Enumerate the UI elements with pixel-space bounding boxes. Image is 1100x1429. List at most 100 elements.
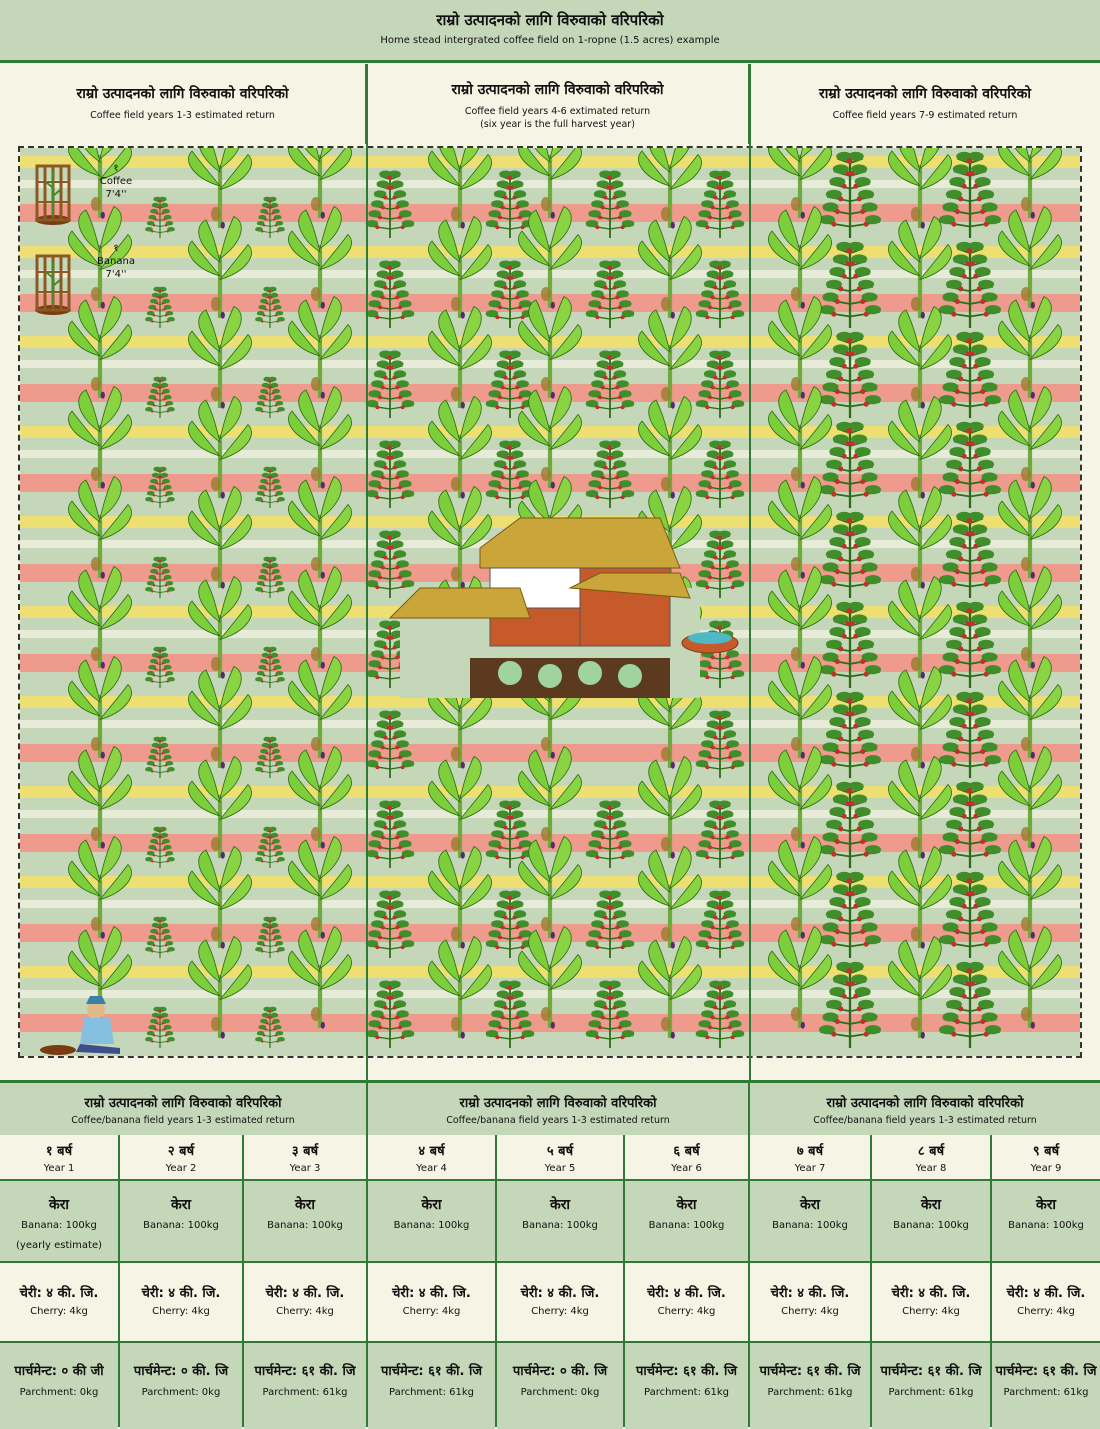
banana-plant xyxy=(998,205,1062,309)
coffee-bush xyxy=(255,736,285,778)
banana-plant xyxy=(428,395,492,499)
coffee-bush xyxy=(585,260,635,328)
parchment-yield-cell: पार्चमेन्ट: ६१ की. जि Parchment: 61kg xyxy=(625,1343,748,1429)
banana-plant xyxy=(518,148,582,219)
banana-plant xyxy=(998,475,1062,579)
cherry-yield-cell: चेरी: ४ की. जि. Cherry: 4kg xyxy=(0,1263,118,1343)
section-header-years-1-3: राम्रो उत्पादनको लागि विरुवाको वरिपरिको … xyxy=(0,64,367,144)
returns-title: राम्रो उत्पादनको लागि विरुवाको वरिपरिको xyxy=(826,1096,1024,1111)
cherry-label-np: चेरी: ४ की. जि. xyxy=(265,1286,345,1301)
banana-yield-cell: केरा Banana: 100kg xyxy=(625,1181,748,1263)
year-label-en: Year 2 xyxy=(165,1163,197,1174)
coffee-bush xyxy=(695,980,745,1048)
year-label-np: ८ बर्ष xyxy=(917,1144,945,1159)
year-column: ९ बर्ष Year 9 केरा Banana: 100kg चेरी: ४ की.… xyxy=(992,1135,1100,1429)
legend-coffee-number: १ xyxy=(113,163,119,174)
banana-plant xyxy=(288,655,352,759)
year-column: ८ बर्ष Year 8 केरा Banana: 100kg चेरी: ४ की.… xyxy=(872,1135,992,1429)
banana-plant xyxy=(288,835,352,939)
banana-plant xyxy=(768,655,832,759)
banana-plant xyxy=(68,475,132,579)
banana-label-np: केरा xyxy=(170,1197,192,1213)
year-label-np: ३ बर्ष xyxy=(291,1144,319,1159)
banana-plant xyxy=(288,745,352,849)
section-subtitle: Coffee field years 1-3 estimated return xyxy=(90,110,275,121)
banana-yield: Banana: 100kg xyxy=(267,1220,343,1231)
coffee-bush xyxy=(938,691,1002,778)
returns-title: राम्रो उत्पादनको लागि विरुवाको वरिपरिको xyxy=(84,1096,282,1111)
parchment-yield: Parchment: 61kg xyxy=(1003,1387,1089,1398)
returns-table: राम्रो उत्पादनको लागि विरुवाको वरिपरिको … xyxy=(0,1080,1100,1429)
section-subtitle: Coffee field years 4-6 extimated return … xyxy=(464,106,651,130)
cherry-yield-cell: चेरी: ४ की. जि. Cherry: 4kg xyxy=(872,1263,990,1343)
legend-banana-spacing: 7'4'' xyxy=(105,269,127,280)
banana-yield-cell: केरा Banana: 100kg xyxy=(368,1181,495,1263)
banana-plant xyxy=(638,395,702,499)
coffee-bush xyxy=(818,601,882,688)
coffee-bush xyxy=(365,170,415,238)
banana-yield-cell: केरा Banana: 100kg xyxy=(872,1181,990,1263)
year-label-en: Year 3 xyxy=(289,1163,321,1174)
banana-plant xyxy=(638,148,702,229)
banana-plant xyxy=(518,835,582,939)
coffee-bush xyxy=(695,260,745,328)
parchment-label-np: पार्चमेन्ट: ६१ की. जि xyxy=(759,1364,861,1379)
cherry-label-np: चेरी: ४ की. जि. xyxy=(141,1286,221,1301)
year-header: ३ बर्ष Year 3 xyxy=(244,1135,366,1181)
banana-yield: Banana: 100kg xyxy=(393,1220,470,1231)
coffee-bush xyxy=(818,961,882,1048)
coffee-bush xyxy=(365,890,415,958)
banana-plant xyxy=(288,385,352,489)
banana-plant xyxy=(768,835,832,939)
coffee-bush xyxy=(938,601,1002,688)
banana-plant xyxy=(888,935,952,1039)
banana-tree-guard-icon xyxy=(35,254,71,315)
banana-label-np: केरा xyxy=(676,1197,697,1213)
banana-plant xyxy=(188,665,252,769)
year-header: ९ बर्ष Year 9 xyxy=(992,1135,1100,1181)
banana-plant xyxy=(68,148,132,219)
coffee-bush xyxy=(938,961,1002,1048)
cherry-yield-cell: चेरी: ४ की. जि. Cherry: 4kg xyxy=(625,1263,748,1343)
farmer-figure xyxy=(40,996,120,1055)
coffee-bush xyxy=(818,241,882,328)
page-header: राम्रो उत्पादनको लागि विरुवाको वरिपरिको … xyxy=(0,0,1100,63)
year-label-en: Year 5 xyxy=(544,1163,576,1174)
banana-plant xyxy=(998,385,1062,489)
cherry-label-np: चेरी: ४ की. जि. xyxy=(891,1286,971,1301)
coffee-bush xyxy=(818,691,882,778)
coffee-bush xyxy=(485,980,535,1048)
legend-coffee-label: १ Coffee 7'4'' xyxy=(86,162,146,201)
parchment-label-np: पार्चमेन्ट: ० की जी xyxy=(14,1364,104,1379)
banana-plant xyxy=(288,475,352,579)
returns-header-years-1-3: राम्रो उत्पादनको लागि विरुवाको वरिपरिको … xyxy=(0,1083,368,1135)
cherry-yield-cell: चेरी: ४ की. जि. Cherry: 4kg xyxy=(750,1263,870,1343)
banana-yield-cell: केरा Banana: 100kg xyxy=(992,1181,1100,1263)
banana-plant xyxy=(998,835,1062,939)
parchment-yield-cell: पार्चमेन्ट: ० की. जि Parchment: 0kg xyxy=(497,1343,623,1429)
year-label-np: १ बर्ष xyxy=(45,1144,73,1159)
cherry-yield: Cherry: 4kg xyxy=(531,1306,589,1317)
banana-yield: Banana: 100kg xyxy=(21,1220,97,1231)
parchment-label-np: पार्चमेन्ट: ६१ की. जि xyxy=(635,1364,737,1379)
coffee-bush xyxy=(938,871,1002,958)
banana-plant xyxy=(888,215,952,319)
section-header-years-4-6: राम्रो उत्पादनको लागि विरुवाको वरिपरिको … xyxy=(367,64,750,144)
coffee-bush xyxy=(365,710,415,778)
banana-plant xyxy=(288,565,352,669)
coffee-bush xyxy=(255,196,285,238)
returns-header-years-7-9: राम्रो उत्पादनको लागि विरुवाको वरिपरिको … xyxy=(750,1083,1100,1135)
cherry-label-np: चेरी: ४ की. जि. xyxy=(1006,1286,1086,1301)
banana-plant xyxy=(428,935,492,1039)
banana-plant xyxy=(888,395,952,499)
parchment-label-np: पार्चमेन्ट: ६१ की. जि xyxy=(380,1364,482,1379)
coffee-bush xyxy=(938,241,1002,328)
parchment-label-np: पार्चमेन्ट: ६१ की. जि xyxy=(880,1364,982,1379)
parchment-label-np: पार्चमेन्ट: ६१ की. जि xyxy=(254,1364,356,1379)
banana-plant xyxy=(638,215,702,319)
year-label-np: ७ बर्ष xyxy=(796,1144,824,1159)
cherry-label-np: चेरी: ४ की. जि. xyxy=(647,1286,726,1301)
coffee-bush xyxy=(365,440,415,508)
banana-plant xyxy=(428,148,492,229)
banana-plant xyxy=(998,295,1062,399)
